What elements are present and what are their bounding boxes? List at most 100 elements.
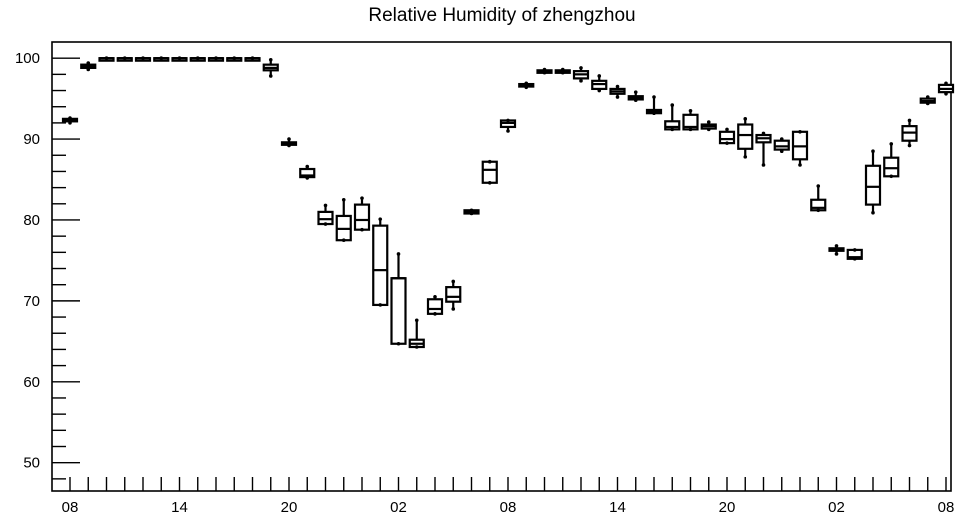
- box-26: [536, 67, 553, 75]
- min-point: [396, 341, 401, 346]
- min-point: [451, 307, 456, 311]
- box-iqr: [864, 164, 882, 206]
- box-16: [353, 196, 371, 232]
- max-point: [816, 184, 821, 188]
- min-point: [232, 56, 237, 60]
- x-tick-label: 08: [62, 499, 79, 516]
- box-11: [262, 57, 279, 78]
- min-point: [725, 141, 729, 145]
- max-point: [86, 61, 91, 65]
- box-27: [554, 67, 571, 75]
- plot-frame: [51, 41, 952, 492]
- max-point: [779, 137, 784, 141]
- box-18: [390, 252, 407, 346]
- max-point: [360, 196, 364, 200]
- x-tick-label: 02: [828, 499, 845, 516]
- min-point: [86, 67, 91, 72]
- max-point: [542, 67, 547, 72]
- min-point: [579, 79, 583, 83]
- box-9: [226, 56, 243, 62]
- y-tick-label: 60: [23, 374, 40, 391]
- chart-title: Relative Humidity of zhengzhou: [368, 5, 635, 26]
- box-0: [61, 116, 79, 125]
- box-iqr: [353, 203, 371, 231]
- min-point: [925, 101, 930, 106]
- box-23: [481, 159, 498, 185]
- min-point: [414, 345, 419, 349]
- min-point: [889, 174, 894, 179]
- max-point: [615, 84, 620, 89]
- x-tick-label: 14: [171, 499, 188, 516]
- box-32: [645, 95, 663, 115]
- box-41: [810, 184, 827, 213]
- box-13: [299, 164, 316, 180]
- box-34: [682, 108, 699, 132]
- min-point: [944, 91, 948, 96]
- max-point: [579, 66, 583, 70]
- min-point: [433, 312, 437, 316]
- box-40: [791, 130, 809, 167]
- box-24: [499, 118, 517, 133]
- min-point: [506, 129, 510, 133]
- box-37: [737, 117, 754, 159]
- max-point: [743, 117, 748, 121]
- min-point: [268, 74, 273, 78]
- box-42: [828, 244, 845, 256]
- box-25: [518, 81, 535, 90]
- max-point: [68, 116, 72, 120]
- min-point: [195, 56, 200, 60]
- y-tick-label: 80: [23, 212, 40, 229]
- box-3: [116, 56, 133, 62]
- max-point: [268, 57, 273, 62]
- min-point: [670, 127, 675, 132]
- max-point: [633, 90, 638, 94]
- box-36: [718, 127, 736, 145]
- x-tick-label: 08: [938, 499, 955, 516]
- min-point: [743, 155, 748, 159]
- max-point: [597, 74, 602, 78]
- max-point: [323, 203, 328, 208]
- box-22: [463, 208, 480, 216]
- max-point: [889, 142, 894, 146]
- box-2: [98, 56, 115, 62]
- box-14: [317, 203, 334, 226]
- box-7: [189, 56, 206, 62]
- min-point: [652, 111, 656, 115]
- box-29: [591, 74, 608, 93]
- min-point: [834, 252, 839, 256]
- min-point: [305, 176, 310, 180]
- min-point: [214, 56, 218, 60]
- max-point: [798, 130, 802, 134]
- box-45: [883, 142, 900, 179]
- x-tick-label: 14: [609, 499, 626, 516]
- y-axis: 50 60 70 80 90 100: [15, 50, 80, 480]
- x-axis: 08 14 20 02 08 14 20 02 08: [62, 477, 955, 516]
- box-iqr: [481, 160, 498, 184]
- min-point: [487, 180, 492, 185]
- max-point: [834, 244, 839, 248]
- min-point: [68, 121, 72, 125]
- max-point: [414, 318, 419, 323]
- min-point: [907, 143, 912, 148]
- box-iqr: [390, 277, 407, 345]
- min-point: [706, 127, 711, 132]
- max-point: [560, 67, 565, 72]
- max-point: [378, 217, 383, 221]
- min-point: [597, 88, 602, 93]
- box-48: [937, 81, 955, 96]
- box-iqr: [426, 298, 444, 315]
- box-28: [572, 66, 590, 83]
- min-point: [360, 227, 364, 232]
- min-point: [250, 56, 255, 60]
- box-iqr: [883, 156, 900, 178]
- box-iqr: [317, 210, 334, 226]
- max-point: [451, 279, 456, 284]
- box-iqr: [372, 224, 389, 307]
- box-4: [134, 56, 152, 62]
- min-point: [122, 56, 127, 60]
- max-point: [907, 118, 912, 123]
- min-point: [378, 303, 383, 307]
- max-point: [305, 164, 310, 169]
- min-point: [798, 163, 802, 167]
- y-tick-label: 70: [23, 293, 40, 310]
